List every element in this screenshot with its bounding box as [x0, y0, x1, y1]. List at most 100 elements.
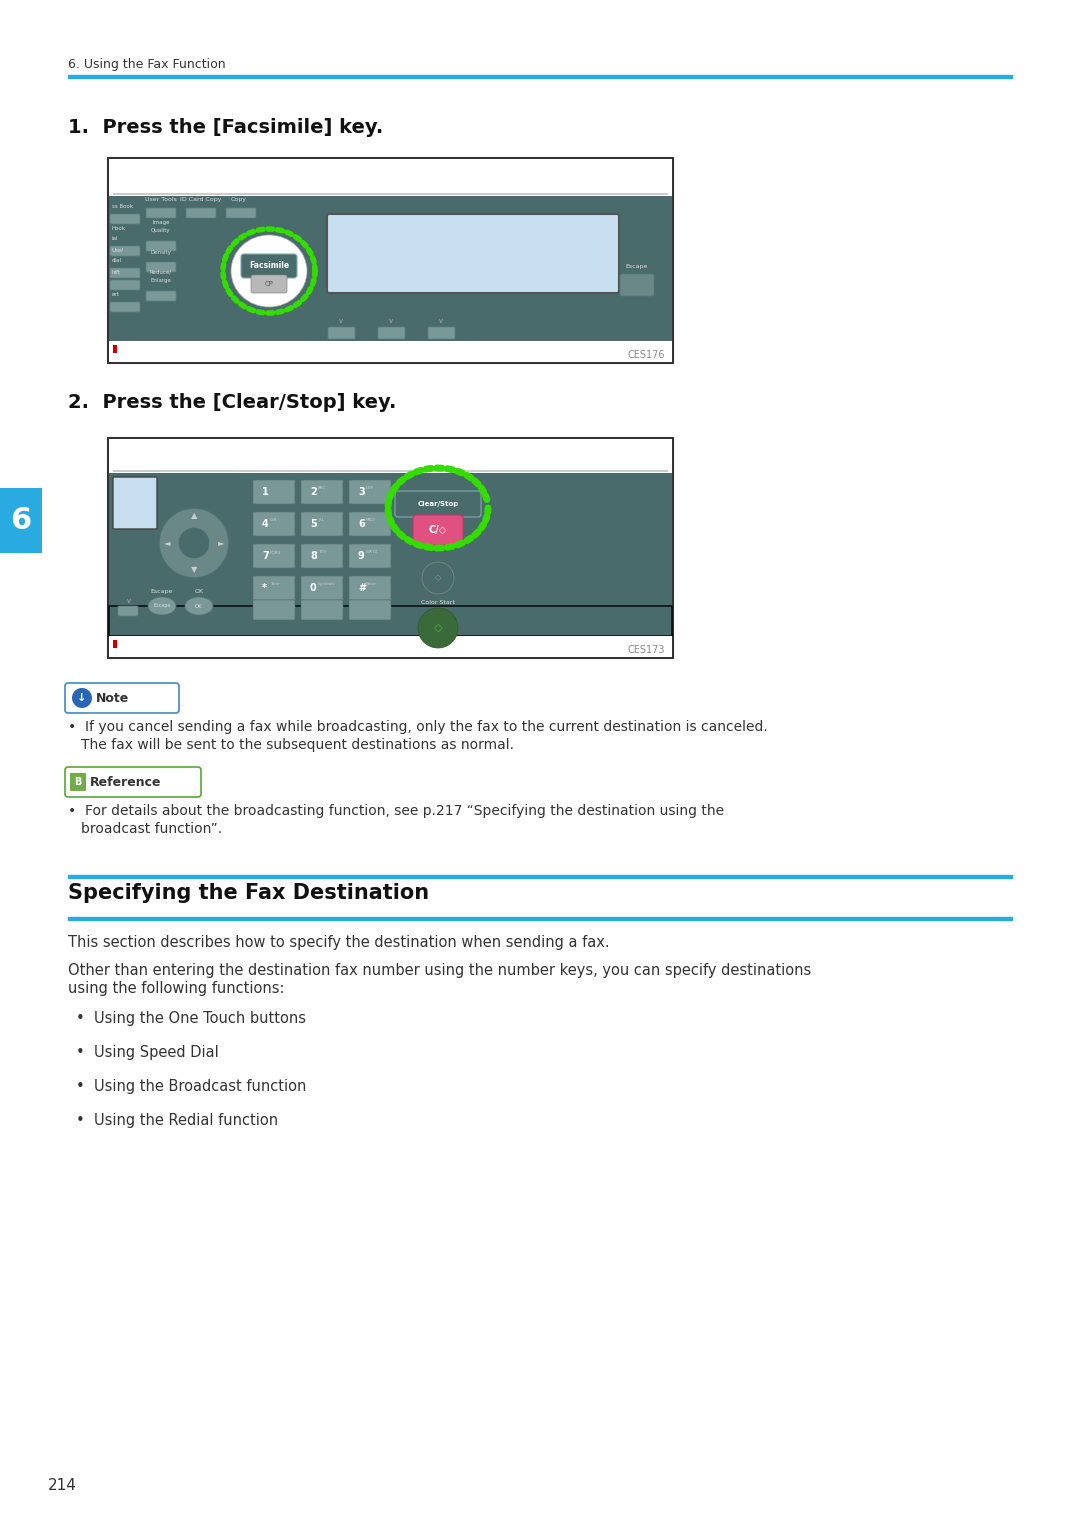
FancyBboxPatch shape — [110, 302, 140, 313]
FancyBboxPatch shape — [301, 576, 343, 601]
Text: 9: 9 — [357, 552, 365, 561]
Text: ◇: ◇ — [435, 573, 442, 582]
FancyBboxPatch shape — [146, 291, 176, 300]
FancyBboxPatch shape — [241, 254, 297, 277]
Text: ▼: ▼ — [191, 565, 198, 574]
Text: This section describes how to specify the destination when sending a fax.: This section describes how to specify th… — [68, 935, 609, 950]
FancyBboxPatch shape — [413, 515, 463, 545]
Text: Escape: Escape — [153, 604, 171, 608]
Text: ►: ► — [218, 539, 225, 547]
FancyBboxPatch shape — [110, 268, 140, 277]
FancyBboxPatch shape — [253, 480, 295, 504]
Bar — [109, 342, 672, 362]
Text: 6: 6 — [11, 506, 31, 535]
Bar — [68, 918, 1012, 919]
FancyBboxPatch shape — [146, 241, 176, 251]
FancyBboxPatch shape — [428, 326, 455, 339]
Bar — [109, 196, 672, 342]
Text: dial: dial — [112, 257, 122, 264]
FancyBboxPatch shape — [349, 480, 391, 504]
Bar — [109, 159, 672, 198]
Text: *: * — [262, 584, 267, 593]
FancyBboxPatch shape — [113, 476, 157, 529]
Text: •  Using the Redial function: • Using the Redial function — [76, 1114, 279, 1128]
Text: •  Using Speed Dial: • Using Speed Dial — [76, 1045, 219, 1060]
FancyBboxPatch shape — [327, 214, 619, 293]
Text: •  For details about the broadcasting function, see p.217 “Specifying the destin: • For details about the broadcasting fun… — [68, 804, 724, 818]
Bar — [108, 158, 673, 363]
Text: The fax will be sent to the subsequent destinations as normal.: The fax will be sent to the subsequent d… — [81, 738, 514, 752]
Text: using the following functions:: using the following functions: — [68, 980, 284, 996]
Text: ial: ial — [112, 236, 119, 241]
Text: ◄: ◄ — [164, 539, 171, 547]
FancyBboxPatch shape — [118, 607, 138, 616]
Ellipse shape — [418, 608, 458, 648]
Text: Escape: Escape — [625, 264, 648, 270]
Text: DEF: DEF — [366, 486, 374, 490]
Bar — [68, 75, 1012, 78]
Text: v: v — [389, 319, 393, 323]
Text: 6: 6 — [357, 519, 365, 529]
Text: Color Start: Color Start — [421, 601, 455, 605]
Bar — [68, 875, 1012, 878]
Ellipse shape — [148, 597, 176, 614]
FancyBboxPatch shape — [620, 274, 654, 296]
FancyBboxPatch shape — [301, 601, 343, 620]
FancyBboxPatch shape — [349, 544, 391, 568]
Text: 2.  Press the [Clear/Stop] key.: 2. Press the [Clear/Stop] key. — [68, 394, 396, 412]
Text: GHI: GHI — [270, 518, 278, 522]
Text: B: B — [75, 777, 82, 787]
Text: C/◇: C/◇ — [429, 525, 447, 535]
Text: Copy: Copy — [231, 198, 247, 202]
Text: Quality: Quality — [151, 228, 171, 233]
FancyBboxPatch shape — [253, 601, 295, 620]
Text: 214: 214 — [48, 1478, 77, 1494]
Text: hift: hift — [112, 270, 121, 276]
Text: ◇: ◇ — [434, 624, 442, 633]
Text: Specifying the Fax Destination: Specifying the Fax Destination — [68, 882, 429, 902]
Text: Reduce/: Reduce/ — [150, 270, 172, 276]
Text: ID Card Copy: ID Card Copy — [180, 198, 221, 202]
FancyBboxPatch shape — [146, 208, 176, 218]
Text: User Tools: User Tools — [145, 198, 177, 202]
FancyBboxPatch shape — [65, 683, 179, 712]
Ellipse shape — [159, 509, 229, 578]
Text: Hook: Hook — [112, 227, 126, 231]
FancyBboxPatch shape — [146, 262, 176, 273]
FancyBboxPatch shape — [301, 512, 343, 536]
Text: v: v — [438, 319, 443, 323]
Text: Enlarge: Enlarge — [150, 277, 172, 283]
FancyBboxPatch shape — [226, 208, 256, 218]
FancyBboxPatch shape — [253, 576, 295, 601]
Text: •  Using the Broadcast function: • Using the Broadcast function — [76, 1079, 307, 1094]
Text: Facsimile: Facsimile — [248, 262, 289, 271]
Text: ABC: ABC — [318, 486, 326, 490]
Text: Density: Density — [150, 250, 172, 254]
FancyBboxPatch shape — [301, 480, 343, 504]
Text: v: v — [127, 597, 131, 604]
Text: #: # — [357, 584, 366, 593]
Text: Other than entering the destination fax number using the number keys, you can sp: Other than entering the destination fax … — [68, 964, 811, 977]
Text: Reference: Reference — [90, 775, 162, 789]
FancyBboxPatch shape — [349, 601, 391, 620]
FancyBboxPatch shape — [110, 214, 140, 224]
Text: CP: CP — [265, 280, 273, 286]
Bar — [113, 640, 117, 648]
Text: WXYZ: WXYZ — [366, 550, 378, 555]
Text: 6. Using the Fax Function: 6. Using the Fax Function — [68, 58, 226, 70]
Bar — [113, 470, 669, 472]
FancyBboxPatch shape — [253, 512, 295, 536]
FancyBboxPatch shape — [301, 544, 343, 568]
Text: Clear/Stop: Clear/Stop — [417, 501, 459, 507]
FancyBboxPatch shape — [349, 576, 391, 601]
Text: 5: 5 — [310, 519, 316, 529]
Text: Symbols: Symbols — [318, 582, 336, 587]
Text: broadcast function”.: broadcast function”. — [81, 823, 222, 836]
Ellipse shape — [179, 529, 210, 558]
Text: 3: 3 — [357, 487, 365, 496]
FancyBboxPatch shape — [110, 280, 140, 290]
Text: 7: 7 — [262, 552, 269, 561]
Text: Image: Image — [152, 221, 170, 225]
Text: JKL: JKL — [318, 518, 324, 522]
FancyBboxPatch shape — [70, 774, 86, 791]
